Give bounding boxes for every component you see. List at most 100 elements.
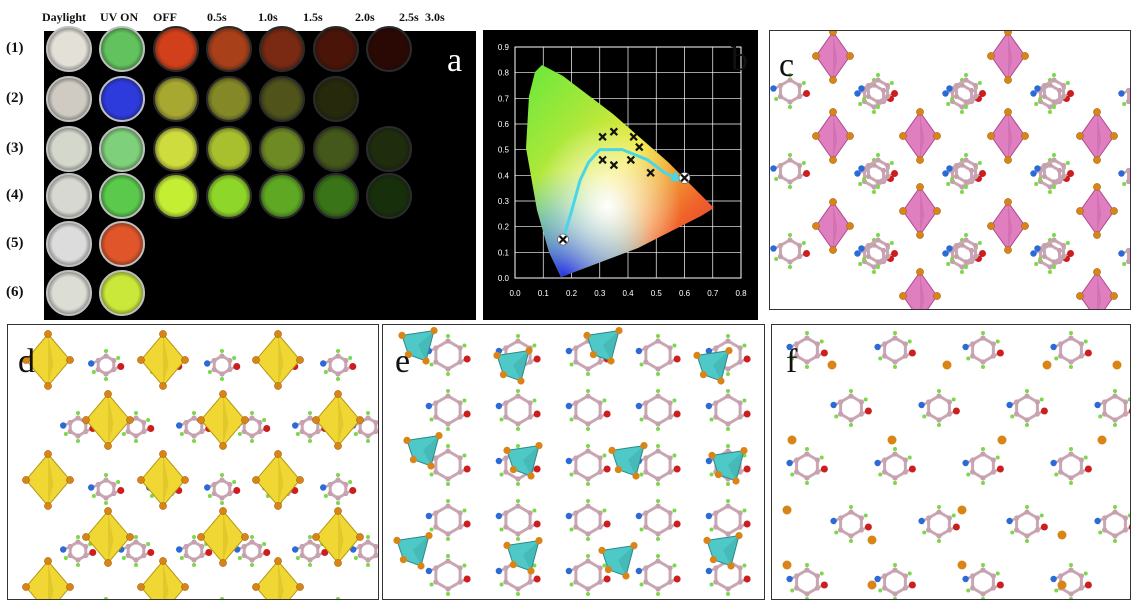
- sample-dish: [313, 76, 359, 122]
- organic-molecule: [854, 238, 895, 274]
- organic-molecule: [292, 535, 329, 567]
- octahedron-polyhedron: [1076, 108, 1118, 164]
- organic-molecule: [770, 153, 811, 189]
- organic-molecule: [565, 554, 611, 596]
- tetrahedron-polyhedron: [708, 447, 748, 485]
- octahedron-polyhedron: [82, 507, 134, 567]
- organic-molecule: [830, 389, 872, 427]
- tetrahedron-polyhedron: [608, 442, 648, 480]
- sample-dish: [313, 26, 359, 72]
- organic-molecule: [962, 331, 1004, 369]
- organic-molecule: [874, 447, 916, 485]
- panel-letter-b: b: [731, 41, 748, 78]
- halide-atom: [887, 435, 897, 445]
- panel-letter-c: c: [779, 47, 795, 84]
- organic-molecule: [204, 473, 241, 505]
- organic-molecule: [220, 597, 224, 599]
- sample-dish: [259, 173, 305, 219]
- data-point-marker: [646, 168, 655, 177]
- halide-atom: [957, 560, 967, 570]
- crystal-packing-c: [770, 31, 1130, 309]
- sample-dish: [46, 76, 92, 122]
- octahedron-polyhedron: [899, 183, 941, 239]
- sample-dish: [99, 76, 145, 122]
- octahedron-polyhedron: [312, 507, 364, 567]
- halide-atom: [867, 535, 877, 545]
- octahedron-polyhedron: [137, 330, 189, 390]
- organic-molecule: [320, 473, 357, 505]
- data-point-marker: [629, 132, 638, 142]
- halide-atom: [1097, 435, 1107, 445]
- organic-molecule: [635, 389, 681, 431]
- x-tick-label: 0.5: [651, 289, 663, 298]
- octahedron-polyhedron: [812, 31, 854, 84]
- organic-molecule: [104, 597, 108, 599]
- color-path-line: [561, 148, 684, 241]
- organic-molecule: [918, 389, 960, 427]
- halide-atom: [1057, 580, 1067, 590]
- organic-molecule: [176, 535, 213, 567]
- data-markers: [557, 127, 691, 246]
- organic-molecule: [874, 331, 916, 369]
- sample-dish: [99, 126, 145, 172]
- organic-molecule: [350, 535, 378, 567]
- row-label: (1): [6, 40, 24, 56]
- column-header: 3.0s: [425, 10, 445, 24]
- octahedron-polyhedron: [252, 557, 304, 599]
- organic-molecule: [1094, 505, 1130, 543]
- halide-atom: [997, 435, 1007, 445]
- sample-dish: [259, 76, 305, 122]
- octahedron-polyhedron: [252, 330, 304, 390]
- organic-molecule: [378, 473, 379, 505]
- organic-molecule: [425, 389, 471, 431]
- sample-dish: [153, 126, 199, 172]
- organic-molecule: [204, 349, 241, 381]
- organic-molecule: [118, 535, 155, 567]
- organic-molecule: [1050, 447, 1092, 485]
- organic-molecule: [336, 597, 340, 599]
- sample-dish: [46, 26, 92, 72]
- tick-labels: 0.0 0.1 0.2 0.3 0.4 0.5 0.6 0.7 0.8 0.0 0.1 0.2 0.3 0…: [498, 43, 747, 298]
- column-header: 0.5s: [207, 10, 227, 24]
- sample-dish: [206, 126, 252, 172]
- y-tick-label: 0.3: [498, 197, 510, 206]
- octahedron-polyhedron: [987, 198, 1029, 254]
- organic-molecule: [942, 158, 983, 194]
- organic-molecule: [234, 535, 271, 567]
- tetrahedron-polyhedron: [398, 327, 438, 365]
- y-tick-label: 0.5: [498, 146, 510, 155]
- organic-molecule: [1118, 167, 1130, 186]
- panel-a: Daylight UV ON OFF 0.5s 1.0s 1.5s 2.0s 2.5s 3.0s…: [0, 0, 476, 320]
- data-point-marker: [598, 132, 607, 142]
- sample-dish: [313, 126, 359, 172]
- octahedron-polyhedron: [137, 557, 189, 599]
- organic-molecule: [1050, 331, 1092, 369]
- sample-dish: [206, 76, 252, 122]
- row-label: (5): [6, 235, 24, 251]
- organic-molecule: [1118, 247, 1130, 266]
- data-point-marker: [609, 127, 619, 136]
- halide-atom: [1042, 360, 1052, 370]
- organic-molecule: [1094, 389, 1130, 427]
- y-tick-label: 0.6: [498, 120, 510, 129]
- organic-molecule: [565, 389, 611, 431]
- octahedron-polyhedron: [137, 450, 189, 510]
- tetrahedron-polyhedron: [503, 442, 543, 480]
- tetrahedron-polyhedron: [493, 347, 533, 385]
- panel-letter-a: a: [447, 42, 463, 79]
- octahedron-polyhedron: [22, 450, 74, 510]
- octahedron-polyhedron: [987, 108, 1029, 164]
- organic-molecule: [946, 233, 987, 269]
- octahedron-polyhedron: [899, 108, 941, 164]
- sample-dish: [46, 270, 92, 316]
- sample-dish: [99, 26, 145, 72]
- halide-atom: [867, 580, 877, 590]
- crystal-packing-d: [22, 330, 379, 599]
- organic-molecule: [705, 554, 751, 596]
- sample-dish: [153, 173, 199, 219]
- sample-dish: [366, 173, 412, 219]
- organic-molecule: [946, 153, 987, 189]
- organic-molecule: [1030, 238, 1071, 274]
- data-point-marker: [609, 160, 619, 170]
- halide-atom: [1057, 530, 1067, 540]
